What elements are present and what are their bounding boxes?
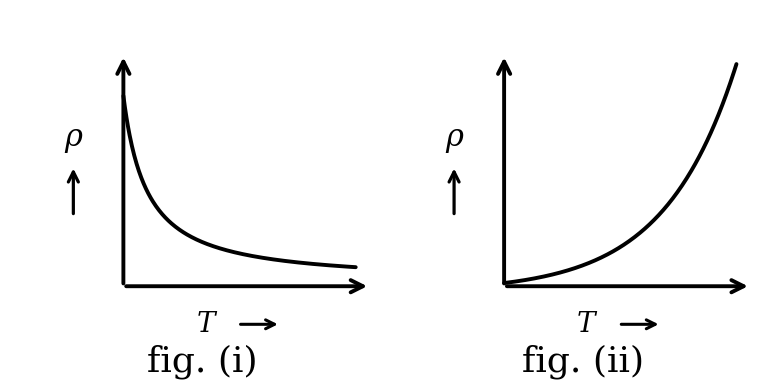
Text: fig. (i): fig. (i) <box>147 345 257 379</box>
Text: ρ: ρ <box>64 122 82 153</box>
Text: ρ: ρ <box>445 122 463 153</box>
Text: T: T <box>577 311 596 338</box>
Text: T: T <box>197 311 215 338</box>
Text: fig. (ii): fig. (ii) <box>521 345 644 379</box>
